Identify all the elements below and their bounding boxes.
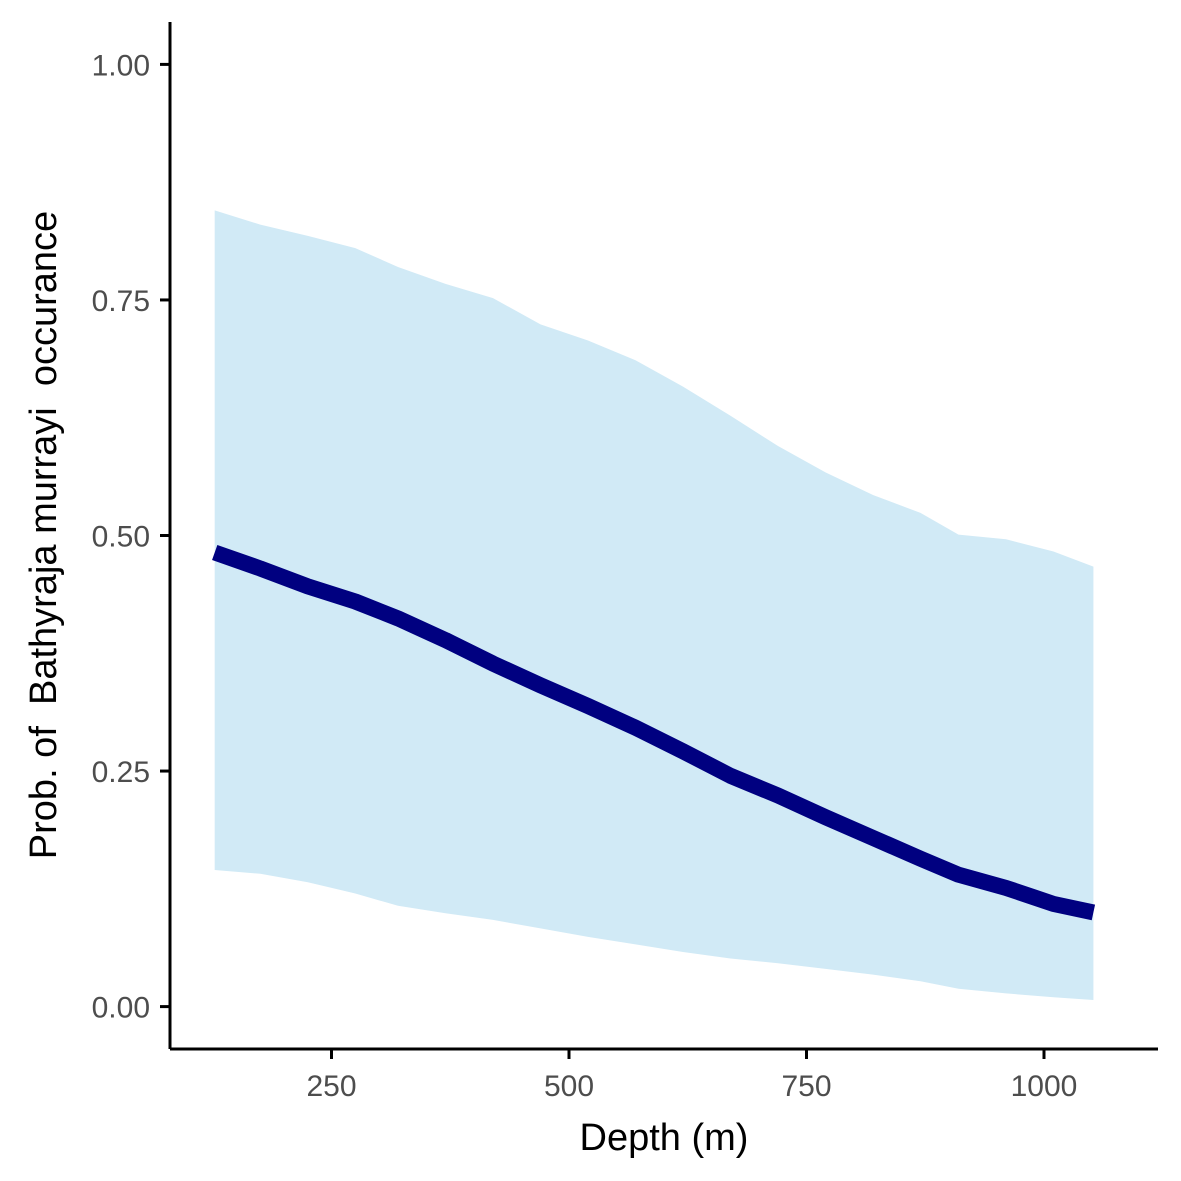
x-tick-label: 750 [781,1070,831,1103]
y-tick-label: 0.25 [92,756,150,789]
y-axis-title: Prob. of Bathyraja murrayi occurance [23,211,65,859]
y-axis-ticks: 0.00 0.25 0.50 0.75 1.00 [92,49,170,1025]
fitted-line [212,544,1096,921]
x-axis-title: Depth (m) [580,1117,749,1159]
y-tick-label: 0.00 [92,992,150,1025]
confidence-band [214,210,1094,1000]
y-tick-label: 0.50 [92,521,150,554]
y-tick-label: 0.75 [92,285,150,318]
x-tick-label: 500 [544,1070,594,1103]
x-tick-label: 250 [306,1070,356,1103]
x-tick-label: 1000 [1011,1070,1078,1103]
plot-area [212,210,1096,1000]
x-axis-ticks: 250 500 750 1000 [306,1049,1077,1103]
y-tick-label: 1.00 [92,49,150,82]
